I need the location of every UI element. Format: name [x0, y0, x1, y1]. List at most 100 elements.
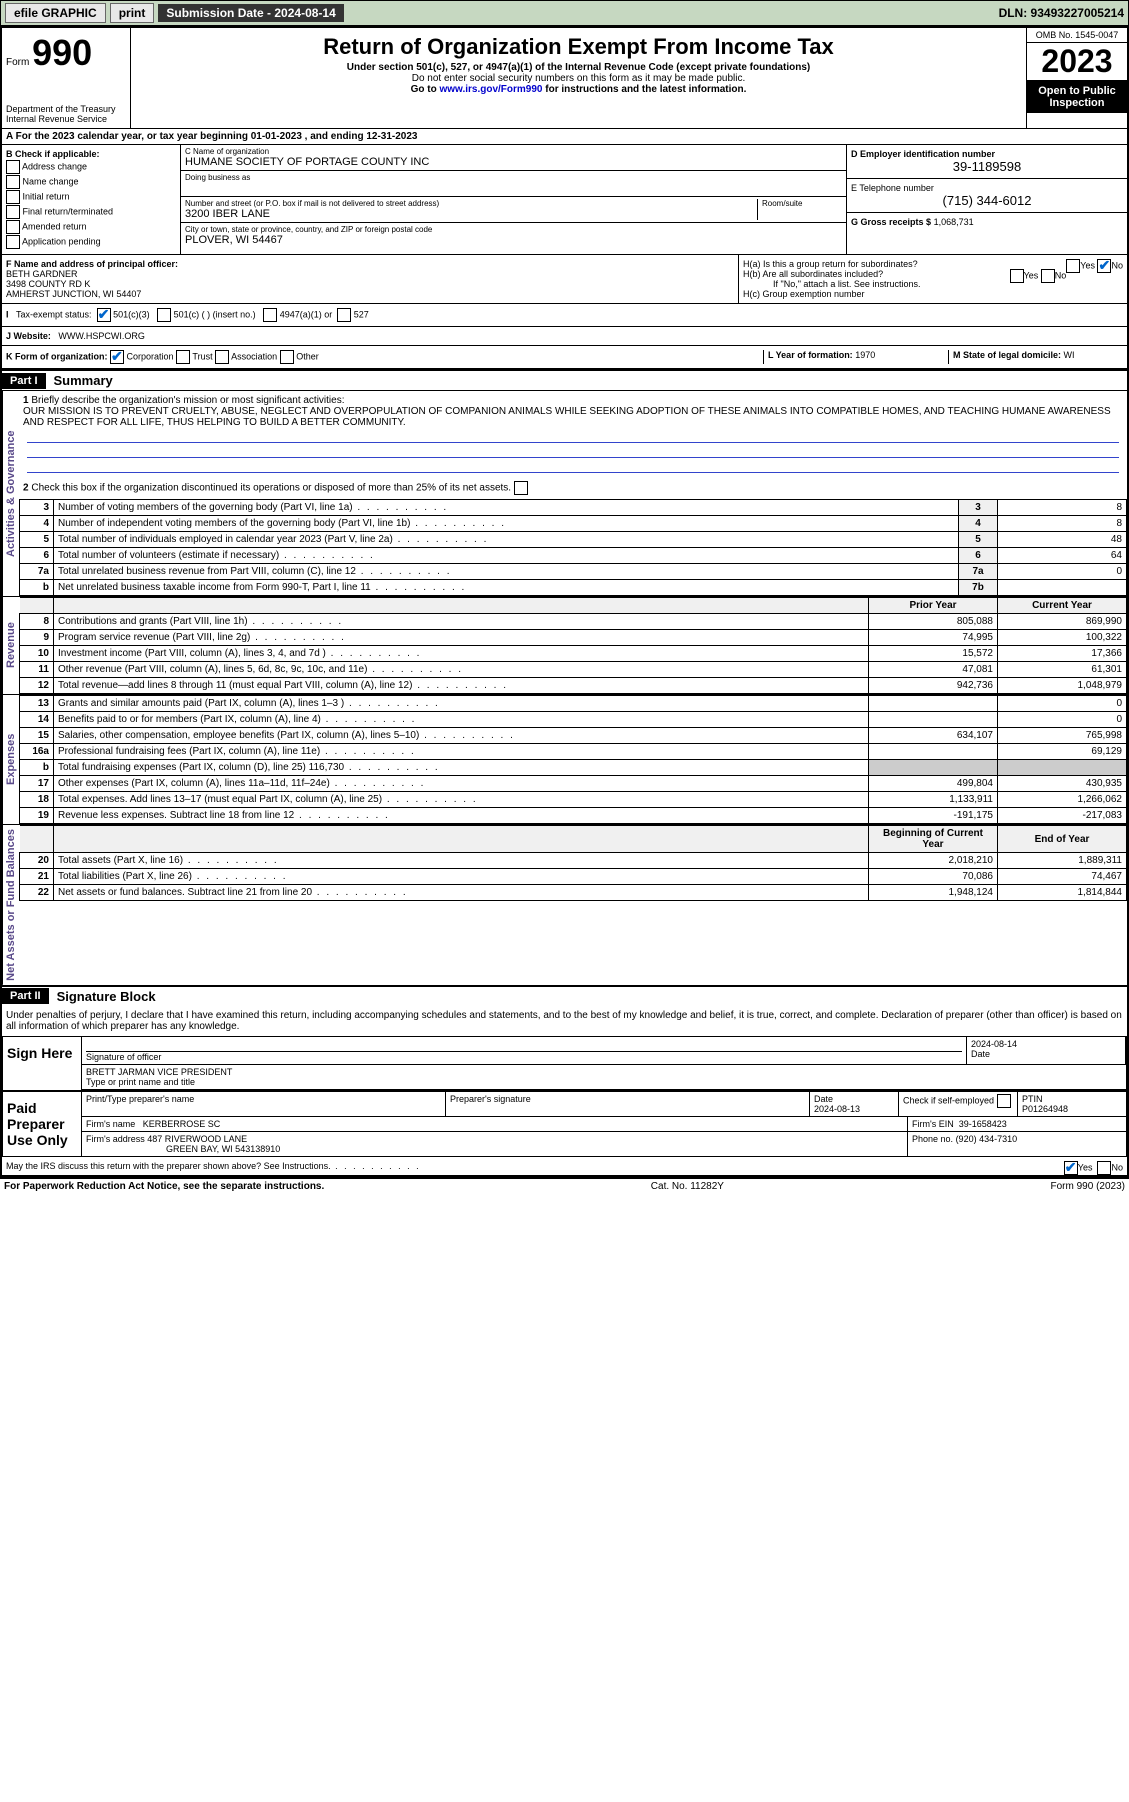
- other-checkbox[interactable]: [280, 350, 294, 364]
- print-button[interactable]: print: [110, 3, 155, 23]
- firm-phone: (920) 434-7310: [956, 1134, 1018, 1144]
- dept-treasury: Department of the Treasury Internal Reve…: [6, 104, 126, 124]
- tax-period: A For the 2023 calendar year, or tax yea…: [2, 129, 1127, 145]
- gross-label: G Gross receipts $: [851, 217, 931, 227]
- box-b: B Check if applicable: Address change Na…: [2, 145, 181, 254]
- officer-name: BETH GARDNER: [6, 269, 734, 279]
- final-return-checkbox[interactable]: Final return/terminated: [6, 205, 176, 219]
- prep-sig-label: Preparer's signature: [450, 1094, 531, 1104]
- table-row: 6Total number of volunteers (estimate if…: [20, 548, 1127, 564]
- initial-return-checkbox[interactable]: Initial return: [6, 190, 176, 204]
- table-row: 16aProfessional fundraising fees (Part I…: [20, 744, 1127, 760]
- expenses-label: Expenses: [2, 695, 19, 824]
- year-formation: 1970: [855, 350, 875, 360]
- part-2-header: Part II: [2, 988, 49, 1004]
- efile-badge: efile GRAPHIC: [5, 3, 106, 23]
- mission-label: Briefly describe the organization's miss…: [31, 395, 344, 406]
- revenue-table: Prior YearCurrent Year 8Contributions an…: [19, 597, 1127, 694]
- assoc-checkbox[interactable]: [215, 350, 229, 364]
- addr-change-checkbox[interactable]: Address change: [6, 160, 176, 174]
- discuss-yes-checkbox[interactable]: [1064, 1161, 1078, 1175]
- street-address: 3200 IBER LANE: [185, 208, 757, 220]
- irs-link[interactable]: www.irs.gov/Form990: [439, 84, 542, 95]
- year-block: OMB No. 1545-0047 2023 Open to Public In…: [1027, 28, 1127, 128]
- discuss-no-checkbox[interactable]: [1097, 1161, 1111, 1175]
- org-name: HUMANE SOCIETY OF PORTAGE COUNTY INC: [185, 156, 842, 168]
- firm-name: KERBERROSE SC: [143, 1119, 221, 1129]
- subtitle-1: Under section 501(c), 527, or 4947(a)(1)…: [135, 62, 1022, 73]
- form-main: Form 990 Department of the Treasury Inte…: [0, 26, 1129, 1179]
- name-change-checkbox[interactable]: Name change: [6, 175, 176, 189]
- table-row: 15Salaries, other compensation, employee…: [20, 728, 1127, 744]
- perjury-declaration: Under penalties of perjury, I declare th…: [2, 1006, 1127, 1036]
- dln: DLN: 93493227005214: [999, 6, 1124, 20]
- end-year-header: End of Year: [998, 826, 1127, 853]
- sign-here-block: Sign Here Signature of officer 2024-08-1…: [2, 1036, 1127, 1091]
- table-row: 14Benefits paid to or for members (Part …: [20, 712, 1127, 728]
- table-row: 10Investment income (Part VIII, column (…: [20, 646, 1127, 662]
- 527-checkbox[interactable]: [337, 308, 351, 322]
- omb-number: OMB No. 1545-0047: [1027, 28, 1127, 43]
- table-row: 12Total revenue—add lines 8 through 11 (…: [20, 678, 1127, 694]
- part-1-header: Part I: [2, 373, 46, 389]
- phone-value: (715) 344-6012: [851, 193, 1123, 208]
- subtitle-3: Go to www.irs.gov/Form990 for instructio…: [135, 84, 1022, 95]
- mission-text: OUR MISSION IS TO PREVENT CRUELTY, ABUSE…: [23, 406, 1123, 428]
- form-label: Form: [6, 57, 29, 68]
- open-inspection: Open to Public Inspection: [1027, 81, 1127, 113]
- table-row: 4Number of independent voting members of…: [20, 516, 1127, 532]
- submission-date: Submission Date - 2024-08-14: [158, 4, 343, 22]
- amended-checkbox[interactable]: Amended return: [6, 220, 176, 234]
- table-row: 8Contributions and grants (Part VIII, li…: [20, 614, 1127, 630]
- netassets-label: Net Assets or Fund Balances: [2, 825, 19, 985]
- discontinued-checkbox[interactable]: [514, 481, 528, 495]
- governance-table: 3Number of voting members of the governi…: [19, 499, 1127, 596]
- firm-ein: 39-1658423: [959, 1119, 1007, 1129]
- paid-preparer-block: Paid Preparer Use Only Print/Type prepar…: [2, 1091, 1127, 1157]
- table-row: 21Total liabilities (Part X, line 26)70,…: [20, 869, 1127, 885]
- table-row: 3Number of voting members of the governi…: [20, 500, 1127, 516]
- h-c: H(c) Group exemption number: [743, 289, 1123, 299]
- form-ref: Form 990 (2023): [1051, 1181, 1125, 1192]
- table-row: bNet unrelated business taxable income f…: [20, 580, 1127, 596]
- table-row: 9Program service revenue (Part VIII, lin…: [20, 630, 1127, 646]
- corp-checkbox[interactable]: [110, 350, 124, 364]
- k-l-m-row: K Form of organization: Corporation Trus…: [2, 346, 1127, 369]
- form-title: Return of Organization Exempt From Incom…: [135, 34, 1022, 60]
- officer-label: F Name and address of principal officer:: [6, 259, 734, 269]
- date-label: Date: [971, 1049, 990, 1059]
- tax-year: 2023: [1027, 43, 1127, 81]
- table-row: 5Total number of individuals employed in…: [20, 532, 1127, 548]
- city-state-zip: PLOVER, WI 54467: [185, 234, 842, 246]
- part-2-title: Signature Block: [49, 987, 164, 1006]
- table-row: 18Total expenses. Add lines 13–17 (must …: [20, 792, 1127, 808]
- current-year-header: Current Year: [998, 598, 1127, 614]
- discuss-row: May the IRS discuss this return with the…: [2, 1157, 1127, 1177]
- ein-value: 39-1189598: [851, 159, 1123, 174]
- self-employed-checkbox[interactable]: [997, 1094, 1011, 1108]
- table-row: 17Other expenses (Part IX, column (A), l…: [20, 776, 1127, 792]
- table-row: 20Total assets (Part X, line 16)2,018,21…: [20, 853, 1127, 869]
- netassets-table: Beginning of Current YearEnd of Year 20T…: [19, 825, 1127, 901]
- dba-value: [185, 182, 842, 194]
- h-a: H(a) Is this a group return for subordin…: [743, 259, 1123, 269]
- phone-label: E Telephone number: [851, 183, 1123, 193]
- table-row: bTotal fundraising expenses (Part IX, co…: [20, 760, 1127, 776]
- officer-addr2: AMHERST JUNCTION, WI 54407: [6, 289, 734, 299]
- table-row: 22Net assets or fund balances. Subtract …: [20, 885, 1127, 901]
- 501c3-checkbox[interactable]: [97, 308, 111, 322]
- addr-label: Number and street (or P.O. box if mail i…: [185, 199, 757, 208]
- firm-addr1: 487 RIVERWOOD LANE: [147, 1134, 247, 1144]
- sig-officer-label: Signature of officer: [86, 1052, 161, 1062]
- paid-preparer-label: Paid Preparer Use Only: [3, 1092, 82, 1156]
- 4947-checkbox[interactable]: [263, 308, 277, 322]
- table-row: 7aTotal unrelated business revenue from …: [20, 564, 1127, 580]
- ptin-value: P01264948: [1022, 1104, 1068, 1114]
- 501c-checkbox[interactable]: [157, 308, 171, 322]
- app-pending-checkbox[interactable]: Application pending: [6, 235, 176, 249]
- officer-addr1: 3498 COUNTY RD K: [6, 279, 734, 289]
- state-domicile: WI: [1064, 350, 1075, 360]
- box-b-title: B Check if applicable:: [6, 149, 176, 159]
- firm-addr2: GREEN BAY, WI 543138910: [166, 1144, 280, 1154]
- trust-checkbox[interactable]: [176, 350, 190, 364]
